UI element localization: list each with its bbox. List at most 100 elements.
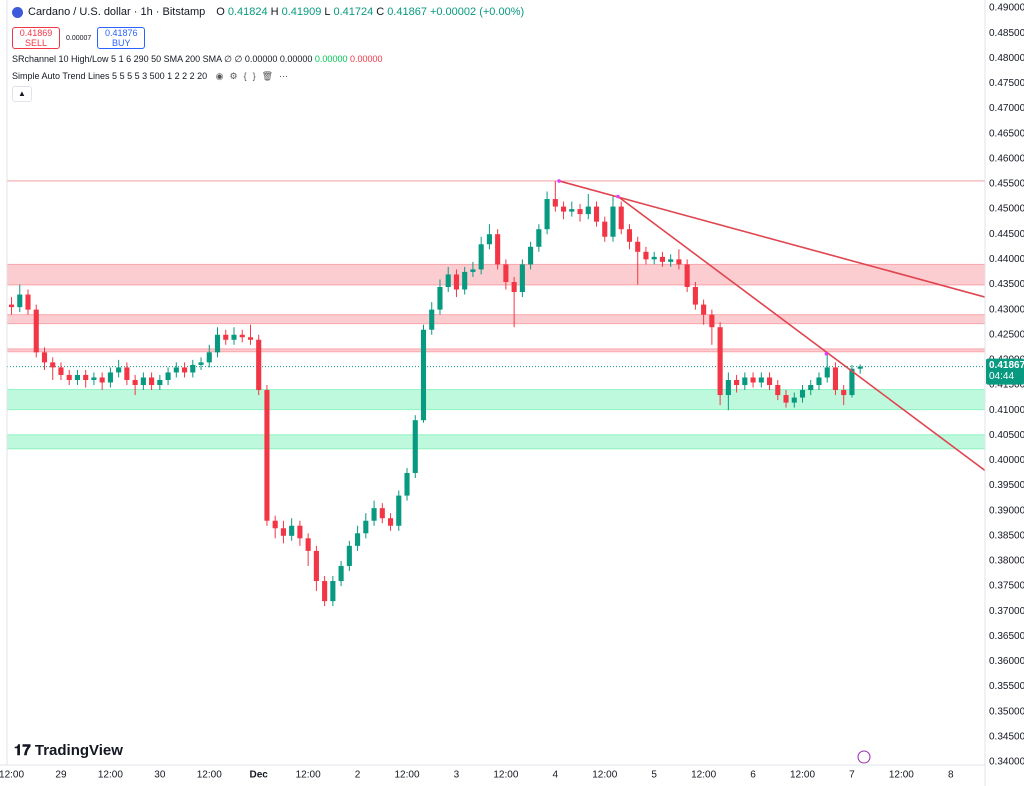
candle-body — [280, 528, 286, 536]
candle-body — [429, 309, 435, 330]
y-tick-label: 0.35000 — [989, 706, 1024, 717]
candle-body — [214, 334, 221, 353]
indicator-value: 0.00000 — [314, 54, 348, 64]
x-tick-label: 6 — [750, 770, 756, 781]
x-tick-label: 12:00 — [493, 770, 518, 781]
candle-body — [412, 420, 418, 473]
candle-body — [396, 495, 402, 526]
y-tick-label: 0.43500 — [989, 279, 1024, 290]
candle-body — [363, 520, 369, 534]
indicator-row: SRchannel 10 High/Low 5 1 6 290 50 SMA 2… — [12, 54, 383, 65]
y-tick-label: 0.46000 — [989, 153, 1024, 164]
collapse-button[interactable]: ▲ — [12, 86, 32, 102]
candle-body — [626, 229, 633, 242]
y-tick-label: 0.36000 — [989, 656, 1024, 667]
candle-body — [635, 241, 641, 252]
open-label: O — [216, 6, 225, 18]
candle-body — [709, 314, 715, 328]
trend-line — [558, 180, 985, 298]
buy-button[interactable]: 0.41876 BUY — [97, 27, 146, 49]
x-tick-label: Dec — [250, 770, 269, 781]
candle-body — [495, 234, 501, 265]
candle-body — [684, 264, 690, 288]
candle-body — [404, 472, 410, 496]
x-tick-label: 12:00 — [98, 770, 123, 781]
candle-body — [116, 367, 122, 373]
candle-body — [519, 264, 525, 293]
trade-panel: 0.41869 SELL 0.00007 0.41876 BUY — [12, 27, 146, 49]
candle-body — [536, 229, 542, 247]
sell-price: 0.41869 — [19, 28, 53, 38]
indicator-name[interactable]: SRchannel 10 High/Low 5 1 6 290 50 SMA 2… — [12, 54, 222, 64]
candle-body — [99, 377, 105, 383]
candle-body — [297, 525, 303, 539]
candle-body — [420, 329, 427, 421]
candle-body — [264, 390, 270, 521]
logo-text: TradingView — [34, 742, 123, 759]
candle-body — [668, 259, 674, 262]
candle-body — [528, 246, 534, 265]
candle-body — [544, 199, 550, 230]
candle-body — [857, 366, 863, 369]
candle-body — [799, 390, 806, 398]
symbol[interactable]: Cardano / U.S. dollar · 1h · Bitstamp — [28, 6, 206, 18]
sr-zone — [7, 348, 985, 353]
x-tick-label: 12:00 — [395, 770, 420, 781]
candle-body — [593, 206, 600, 222]
candle-body — [305, 538, 311, 551]
candle-body — [58, 367, 64, 375]
symbol-icon — [12, 6, 23, 18]
candle-body — [239, 334, 245, 338]
candle-body — [577, 209, 583, 215]
candle-body — [561, 206, 567, 212]
indicator-values: ∅ ∅ 0.00000 0.00000 — [224, 54, 313, 64]
y-tick-label: 0.39500 — [989, 480, 1024, 491]
candle-body — [462, 271, 468, 290]
candle-body — [256, 339, 262, 391]
x-tick-label: 30 — [154, 770, 166, 781]
x-tick-label: 12:00 — [592, 770, 617, 781]
candle-body — [552, 199, 558, 207]
logo: 𝟏𝟕 TradingView — [14, 742, 123, 759]
y-tick-label: 0.49000 — [989, 3, 1024, 14]
price-tag — [986, 358, 1024, 385]
candle-body — [701, 304, 707, 315]
price-tag-label: 0.41867 — [989, 360, 1024, 371]
sr-zone — [7, 314, 985, 325]
candle-body — [816, 377, 822, 386]
candle-body — [849, 368, 855, 396]
change: +0.00002 (+0.00%) — [429, 6, 525, 18]
candle-body — [173, 367, 179, 373]
candle-body — [124, 367, 130, 380]
candle-body — [313, 550, 319, 582]
x-tick-label: 12:00 — [790, 770, 815, 781]
candle-body — [585, 206, 591, 215]
candle-body — [107, 372, 113, 383]
replay-button[interactable] — [857, 750, 871, 764]
candle-body — [132, 379, 138, 386]
candle-body — [692, 287, 698, 305]
candle-body — [206, 352, 212, 363]
high-value: 0.41909 — [281, 6, 322, 18]
candle-body — [643, 251, 649, 260]
indicator-name[interactable]: Simple Auto Trend Lines 5 5 5 5 3 500 1 … — [12, 71, 208, 81]
close-value: 0.41867 — [387, 6, 427, 18]
x-tick-label: 12:00 — [296, 770, 321, 781]
candle-body — [338, 565, 344, 582]
pivot-point — [824, 352, 829, 356]
candle-body — [503, 264, 509, 282]
candle-body — [74, 374, 80, 380]
indicator-icons[interactable]: ◉⚙{}🗑⋯ — [215, 71, 295, 81]
candle-body — [149, 377, 155, 386]
sell-label: SELL — [24, 38, 48, 48]
y-tick-label: 0.36500 — [989, 631, 1024, 642]
trend-line — [617, 195, 985, 472]
candle-body — [247, 337, 254, 340]
y-tick-label: 0.42500 — [989, 329, 1024, 340]
sell-button[interactable]: 0.41869 SELL — [12, 27, 60, 49]
y-tick-label: 0.44000 — [989, 254, 1024, 265]
candle-body — [651, 256, 657, 260]
x-tick-label: 5 — [651, 770, 657, 781]
y-tick-label: 0.44500 — [989, 229, 1024, 240]
